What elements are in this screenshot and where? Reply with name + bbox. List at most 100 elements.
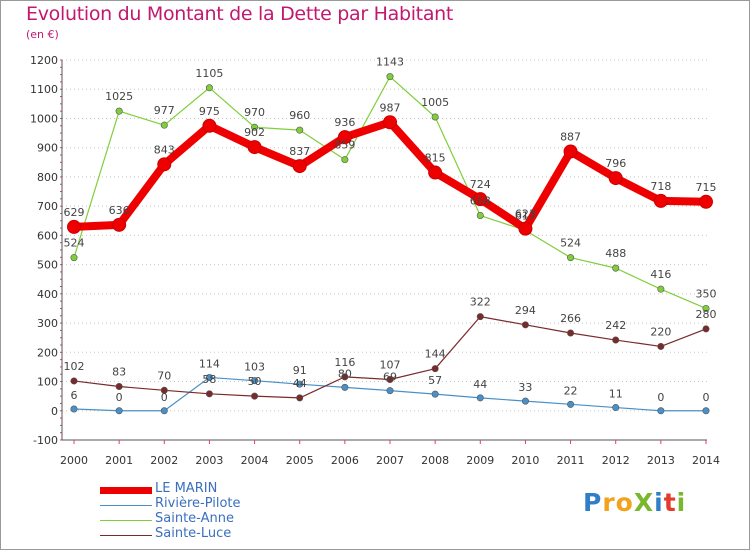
x-tick-label: 2013 bbox=[647, 454, 675, 467]
x-tick-label: 2004 bbox=[241, 454, 269, 467]
data-label: 44 bbox=[473, 378, 487, 391]
data-label: 33 bbox=[518, 381, 532, 394]
data-point bbox=[70, 405, 78, 413]
data-point bbox=[657, 407, 665, 415]
data-label: 11 bbox=[609, 388, 623, 401]
y-tick-label: 1000 bbox=[30, 112, 58, 125]
data-label: 58 bbox=[202, 373, 216, 386]
x-tick-label: 2009 bbox=[466, 454, 494, 467]
x-tick-label: 2008 bbox=[421, 454, 449, 467]
data-label: 266 bbox=[560, 312, 581, 325]
data-point bbox=[247, 140, 262, 155]
chart-title: Evolution du Montant de la Dette par Hab… bbox=[26, 3, 454, 25]
data-label: 815 bbox=[425, 152, 446, 165]
data-point bbox=[653, 193, 668, 208]
data-label: 1005 bbox=[421, 96, 449, 109]
data-label: 0 bbox=[161, 391, 168, 404]
data-label: 488 bbox=[605, 247, 626, 260]
data-point bbox=[518, 221, 533, 236]
data-point bbox=[296, 126, 304, 134]
data-point bbox=[473, 192, 488, 207]
data-label: 936 bbox=[334, 116, 355, 129]
data-label: 116 bbox=[334, 356, 355, 369]
legend-label-le-marin: LE MARIN bbox=[155, 481, 218, 496]
data-point bbox=[160, 407, 168, 415]
data-label: 322 bbox=[470, 296, 491, 309]
data-point bbox=[702, 325, 710, 333]
x-tick-label: 2007 bbox=[376, 454, 404, 467]
data-label: 668 bbox=[470, 195, 491, 208]
data-label: 22 bbox=[564, 384, 578, 397]
x-tick-label: 2011 bbox=[557, 454, 585, 467]
data-label: 902 bbox=[244, 126, 265, 139]
data-point bbox=[202, 118, 217, 133]
data-label: 350 bbox=[696, 287, 717, 300]
y-tick-label: 700 bbox=[37, 200, 58, 213]
data-label: 0 bbox=[657, 391, 664, 404]
data-point bbox=[567, 329, 575, 337]
data-point bbox=[386, 73, 394, 81]
data-point bbox=[431, 365, 439, 373]
x-tick-label: 2006 bbox=[331, 454, 359, 467]
x-tick-label: 2012 bbox=[602, 454, 630, 467]
data-label: 416 bbox=[650, 268, 671, 281]
data-point bbox=[115, 383, 123, 391]
legend-label-riviere-pilote: Rivière-Pilote bbox=[155, 496, 241, 511]
y-tick-label: 0 bbox=[51, 405, 58, 418]
logo-letter: i bbox=[676, 488, 687, 517]
x-tick-label: 2002 bbox=[150, 454, 178, 467]
data-label: 617 bbox=[515, 209, 536, 222]
data-point bbox=[251, 377, 259, 385]
data-label: 1143 bbox=[376, 56, 404, 69]
data-point bbox=[567, 400, 575, 408]
data-label: 294 bbox=[515, 304, 536, 317]
data-label: 57 bbox=[428, 374, 442, 387]
data-label: 837 bbox=[289, 145, 310, 158]
data-point bbox=[115, 107, 123, 115]
data-point bbox=[476, 394, 484, 402]
data-point bbox=[292, 159, 307, 174]
data-label: 83 bbox=[112, 366, 126, 379]
data-label: 69 bbox=[383, 371, 397, 384]
data-label: 114 bbox=[199, 357, 220, 370]
data-label: 970 bbox=[244, 106, 265, 119]
data-point bbox=[70, 254, 78, 262]
data-point bbox=[160, 386, 168, 394]
x-tick-label: 2014 bbox=[692, 454, 720, 467]
data-point bbox=[431, 390, 439, 398]
data-label: 103 bbox=[244, 361, 265, 374]
data-point bbox=[70, 377, 78, 385]
data-label: 724 bbox=[470, 178, 491, 191]
legend-swatch-riviere-pilote bbox=[100, 505, 152, 506]
data-label: 623 bbox=[515, 208, 536, 221]
data-point bbox=[341, 156, 349, 164]
data-point bbox=[67, 219, 81, 234]
logo-letter: i bbox=[654, 488, 664, 517]
legend-label-sainte-anne: Sainte-Anne bbox=[155, 511, 234, 526]
y-tick-label: 300 bbox=[37, 317, 58, 330]
data-point bbox=[476, 212, 484, 220]
data-point bbox=[157, 157, 172, 172]
data-label: 280 bbox=[696, 308, 717, 321]
data-point bbox=[567, 254, 575, 262]
legend-swatch-le-marin bbox=[100, 487, 152, 494]
x-tick-label: 2001 bbox=[105, 454, 133, 467]
logo-letter: o bbox=[615, 488, 634, 517]
data-point bbox=[383, 115, 397, 130]
data-point bbox=[699, 194, 713, 209]
data-point bbox=[521, 397, 529, 405]
data-label: 44 bbox=[293, 377, 307, 390]
data-point bbox=[251, 392, 259, 400]
data-point bbox=[657, 285, 665, 293]
data-point bbox=[563, 144, 578, 159]
y-tick-label: 400 bbox=[37, 288, 58, 301]
data-point bbox=[657, 342, 665, 350]
data-label: 524 bbox=[64, 237, 85, 250]
x-tick-label: 2003 bbox=[195, 454, 223, 467]
legend-label-sainte-luce: Sainte-Luce bbox=[155, 526, 232, 541]
legend-swatch-sainte-luce bbox=[100, 535, 152, 536]
logo-letter: t bbox=[663, 488, 677, 517]
data-point bbox=[608, 171, 623, 186]
data-label: 6 bbox=[71, 389, 78, 402]
